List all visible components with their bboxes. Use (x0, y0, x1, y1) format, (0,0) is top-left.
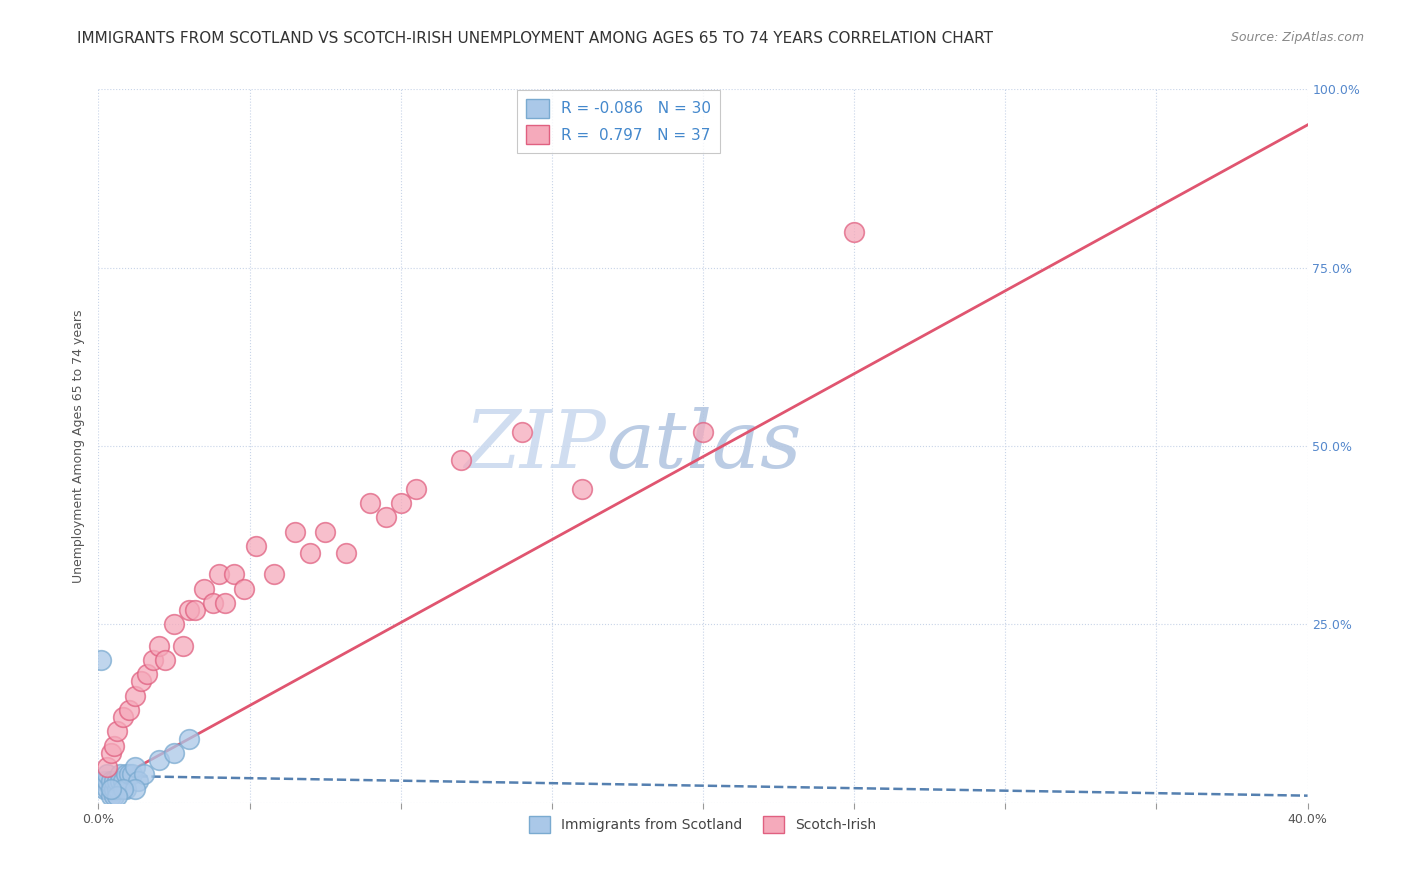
Point (108, 774, 131, 789)
Point (360, 496, 382, 510)
Point (314, 524, 336, 539)
Point (389, 496, 412, 510)
Point (103, 781, 125, 796)
Point (224, 567, 246, 582)
Point (135, 667, 157, 681)
Point (148, 639, 170, 653)
Text: ZIP: ZIP (464, 408, 606, 484)
Point (299, 546, 322, 560)
Point (96, 781, 118, 796)
Point (374, 510, 396, 524)
Point (142, 653, 165, 667)
Point (114, 781, 136, 796)
Point (96, 767, 118, 781)
Point (193, 582, 215, 596)
Point (450, 453, 472, 467)
Y-axis label: Unemployment Among Ages 65 to 74 years: Unemployment Among Ages 65 to 74 years (72, 310, 86, 582)
Point (96, 774, 118, 789)
Point (844, 225, 866, 239)
Point (245, 539, 267, 553)
Point (111, 781, 134, 796)
Point (405, 482, 427, 496)
Point (105, 789, 128, 803)
Point (153, 653, 176, 667)
Point (103, 739, 125, 753)
Point (108, 767, 131, 781)
Point (335, 546, 357, 560)
Text: Source: ZipAtlas.com: Source: ZipAtlas.com (1230, 31, 1364, 45)
Point (114, 767, 136, 781)
Point (263, 567, 285, 582)
Point (129, 674, 152, 689)
Point (111, 774, 134, 789)
Text: atlas: atlas (606, 408, 801, 484)
Point (184, 603, 207, 617)
Point (121, 767, 143, 781)
Point (100, 781, 122, 796)
Point (124, 760, 146, 774)
Point (90, 653, 112, 667)
Point (208, 567, 231, 582)
Point (179, 731, 201, 746)
Text: IMMIGRANTS FROM SCOTLAND VS SCOTCH-IRISH UNEMPLOYMENT AMONG AGES 65 TO 74 YEARS : IMMIGRANTS FROM SCOTLAND VS SCOTCH-IRISH… (77, 31, 993, 46)
Point (105, 781, 128, 796)
Point (100, 789, 122, 803)
Point (172, 639, 194, 653)
Point (132, 767, 155, 781)
Point (105, 774, 128, 789)
Point (232, 582, 254, 596)
Point (100, 746, 122, 760)
Point (103, 789, 125, 803)
Point (692, 425, 714, 439)
Point (127, 774, 149, 789)
Point (510, 425, 533, 439)
Point (96, 760, 118, 774)
Point (118, 767, 141, 781)
Point (105, 724, 128, 739)
Point (163, 746, 186, 760)
Point (93, 774, 115, 789)
Point (124, 689, 146, 703)
Point (118, 703, 141, 717)
Point (124, 781, 146, 796)
Point (111, 710, 134, 724)
Point (100, 774, 122, 789)
Point (284, 524, 307, 539)
Point (571, 482, 593, 496)
Point (163, 617, 186, 632)
Point (202, 596, 225, 610)
Point (103, 774, 125, 789)
Point (214, 596, 236, 610)
Point (93, 781, 115, 796)
Point (148, 753, 170, 767)
Legend: Immigrants from Scotland, Scotch-Irish: Immigrants from Scotland, Scotch-Irish (524, 811, 882, 838)
Point (179, 603, 201, 617)
